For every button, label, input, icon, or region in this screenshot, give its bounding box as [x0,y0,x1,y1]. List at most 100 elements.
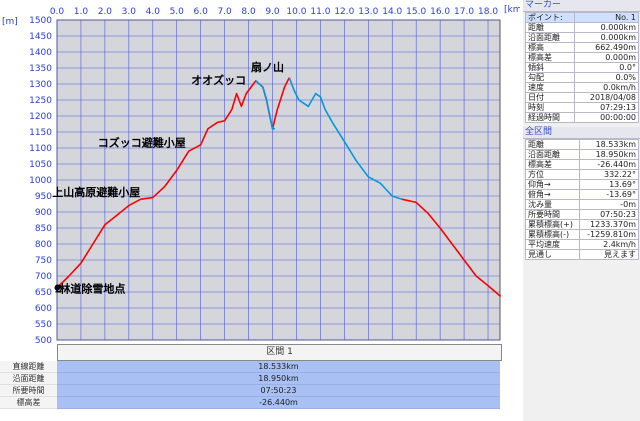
info-label: 見通し [524,249,581,260]
y-tick-label: 700 [35,272,52,282]
info-label: 経過時間 [524,112,576,123]
info-label: 累積標高(+) [524,219,581,230]
x-axis-unit: [km] [504,5,520,15]
info-value: 332.22° [579,169,639,180]
stat-value: 18.533km [57,361,500,373]
annotation-label: 2 [55,283,63,296]
x-tick-label: 9.0 [265,7,280,17]
info-value: -1259.810m [579,229,639,240]
elevation-profile-chart[interactable]: 0.0 1.0 2.0 3.0 4.0 5.0 6.0 7.0 8.0 9.0 10.0 11.0 12… [0,0,520,421]
stat-row: 直線距離 18.533km [0,361,500,373]
info-value: 0.000m [574,52,639,63]
y-axis-ticks: 1500 1450 1400 1350 1300 1250 1200 1150 1100 1050… [29,16,52,346]
info-value: 0.000km [574,22,639,33]
info-row: 沿面距離 18.950km [524,149,639,160]
y-tick-label: 900 [35,208,52,218]
annotation-label: 林道除雪地点 [59,282,125,296]
info-row: 距離 18.533km [524,139,639,150]
info-row: 勾配 0.0% [524,72,639,83]
info-label: 方位 [524,169,581,180]
info-label: 仰角→ [524,179,581,190]
info-value: -13.69° [579,189,639,200]
info-label: 距離 [524,139,581,150]
info-label: 標高差 [524,52,576,63]
x-tick-label: 3.0 [122,7,137,17]
info-label: ポイント: [524,12,576,23]
x-tick-label: 4.0 [146,7,161,17]
info-label: 平均速度 [524,239,581,250]
info-value: 07:29:13 [574,102,639,113]
info-row: 累積標高(+) 1233.370m [524,219,639,230]
y-tick-label: 1200 [29,112,52,122]
y-tick-label: 1150 [29,128,52,138]
stat-row: 沿面距離 18.950km [0,373,500,385]
info-label: 日付 [524,92,576,103]
info-value: 18.950km [579,149,639,160]
x-tick-label: 11.0 [310,7,330,17]
info-label: 勾配 [524,72,576,83]
info-value: 13.69° [579,179,639,190]
y-tick-label: 600 [35,304,52,314]
info-row: 経過時間 00:00:00 [524,112,639,123]
x-tick-label: 1.0 [74,7,89,17]
y-tick-label: 1500 [29,16,52,26]
y-tick-label: 950 [35,192,52,202]
info-row: 仰角→ 13.69° [524,179,639,190]
info-row: 傾斜 0.0° [524,62,639,73]
y-tick-label: 1350 [29,64,52,74]
series-line [288,77,403,200]
info-value: 0.0% [574,72,639,83]
marker-table: ポイント: No. 1 距離 0.000km 沿面距離 0.000km 標高 662.490m… [524,12,639,123]
x-tick-label: 5.0 [170,7,185,17]
x-tick-label: 13.0 [358,7,378,17]
info-label: 標高 [524,42,576,53]
info-value: 07:50:23 [579,209,639,220]
info-label: 沈み量 [524,199,581,210]
info-row: 標高 662.490m [524,42,639,53]
info-value: 0.0km/h [574,82,639,93]
info-row: 沿面距離 0.000km [524,32,639,43]
info-row: 距離 0.000km [524,22,639,33]
annotation-label: 扇ノ山 [251,60,284,74]
x-tick-label: 6.0 [194,7,209,17]
y-tick-label: 1450 [29,32,52,42]
info-value: 18.533km [579,139,639,150]
info-label: 沿面距離 [524,32,576,43]
y-tick-label: 1050 [29,160,52,170]
profile-series [54,77,502,298]
series-line [255,80,275,130]
stat-row: 標高差 -26.440m [0,397,500,409]
x-tick-label: 10.0 [286,7,306,17]
info-row: 標高差 0.000m [524,52,639,63]
info-row: ポイント: No. 1 [524,12,639,23]
info-row: 標高差 -26.440m [524,159,639,170]
info-value: 1233.370m [579,219,639,230]
x-tick-label: 8.0 [241,7,256,17]
y-tick-label: 800 [35,240,52,250]
info-label: 沿面距離 [524,149,581,160]
annotation-label: オオズッコ [191,73,246,87]
info-value: No. 1 [574,12,639,23]
y-tick-label: 750 [35,256,52,266]
marker-point[interactable] [54,285,60,291]
marker-panel-title: マーカー [523,0,640,12]
series-line [401,198,502,298]
stat-label: 標高差 [0,397,57,409]
y-tick-label: 650 [35,288,52,298]
y-tick-label: 850 [35,224,52,234]
info-label: 時刻 [524,102,576,113]
y-tick-label: 1400 [29,48,52,58]
x-tick-label: 0.0 [50,7,65,17]
x-tick-label: 7.0 [217,7,232,17]
y-tick-label: 1000 [29,176,52,186]
info-row: 累積標高(-) -1259.810m [524,229,639,240]
info-row: 俯角→ -13.69° [524,189,639,200]
section-selector[interactable]: 区間 1 [57,344,502,361]
info-label: 所要時間 [524,209,581,220]
info-row: 日付 2018/04/08 [524,92,639,103]
x-tick-label: 14.0 [382,7,402,17]
section-stats: 直線距離 18.533km 沿面距離 18.950km 所要時間 07:50:23 標… [0,361,500,409]
info-row: 所要時間 07:50:23 [524,209,639,220]
stat-value: 07:50:23 [57,385,500,397]
